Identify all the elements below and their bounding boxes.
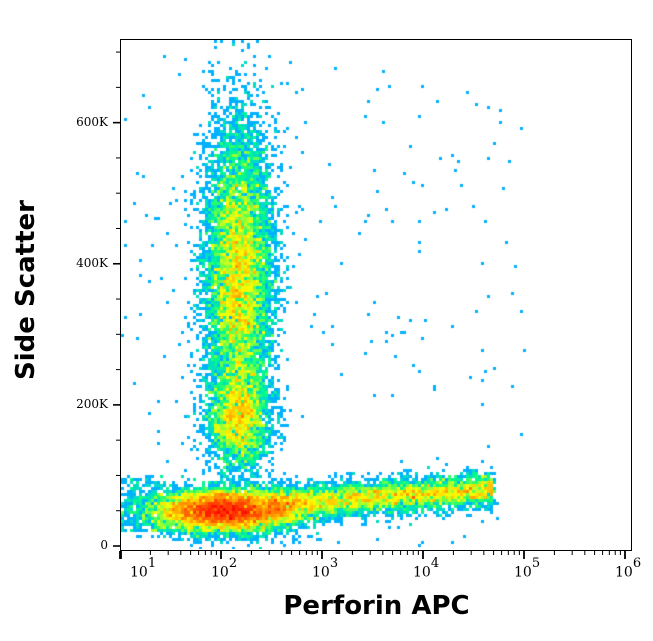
x-tick-label: 101	[130, 556, 157, 581]
y-tick-label: 600K	[76, 114, 108, 129]
x-tick-label: 105	[514, 556, 541, 581]
x-tick-label: 103	[312, 556, 339, 581]
x-tick-label: 104	[413, 556, 440, 581]
y-tick-label: 0	[100, 538, 108, 552]
y-tick-label: 200K	[76, 396, 108, 411]
x-tick-label: 102	[211, 556, 238, 581]
plot-area	[120, 39, 632, 551]
density-heatmap	[121, 40, 630, 549]
x-tick-label: 106	[615, 556, 642, 581]
x-axis-label: Perforin APC	[283, 591, 470, 621]
y-tick-label: 400K	[76, 255, 108, 270]
